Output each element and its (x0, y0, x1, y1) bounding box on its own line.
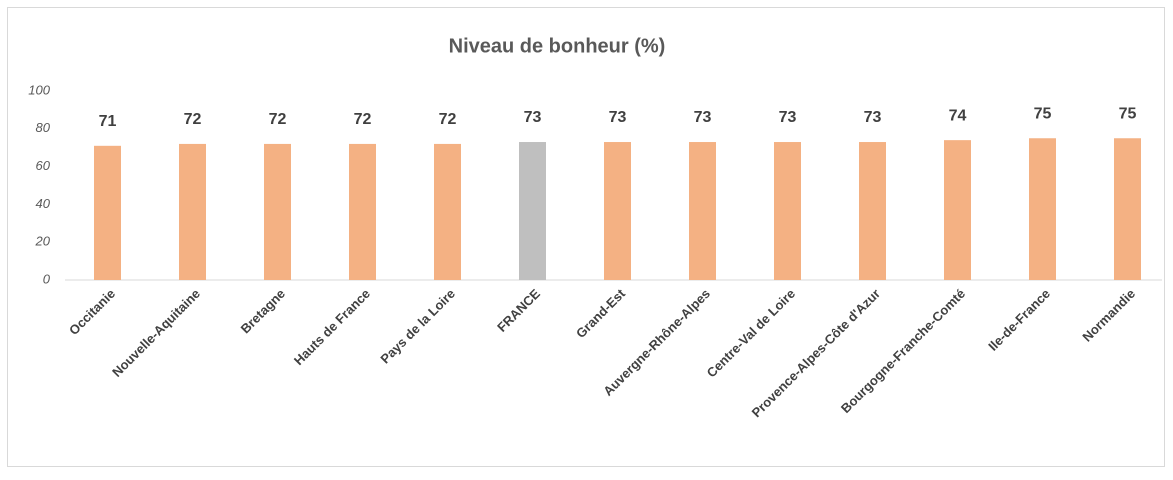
value-label: 73 (694, 109, 712, 126)
value-label: 73 (524, 109, 542, 126)
chart-title: Niveau de bonheur (%) (449, 35, 666, 57)
bar (689, 142, 716, 280)
value-label: 72 (269, 111, 287, 128)
value-label: 75 (1119, 105, 1137, 122)
bar (349, 143, 376, 280)
value-label: 73 (609, 109, 627, 126)
value-label: 73 (779, 109, 797, 126)
value-label: 72 (184, 111, 202, 128)
value-label: 74 (949, 107, 967, 124)
value-label: 72 (354, 111, 372, 128)
y-tick-label: 0 (43, 271, 51, 286)
bar (519, 142, 546, 280)
y-tick-label: 40 (36, 196, 51, 211)
value-label: 73 (864, 109, 882, 126)
y-tick-label: 20 (35, 234, 51, 249)
bar (859, 142, 886, 280)
bar (1114, 138, 1141, 280)
value-label: 71 (99, 113, 117, 130)
bar (264, 143, 291, 280)
bar (179, 143, 206, 280)
value-label: 75 (1034, 105, 1052, 122)
y-tick-label: 60 (36, 158, 51, 173)
bar (604, 142, 631, 280)
bar (1029, 138, 1056, 280)
bar (94, 145, 121, 280)
bar (434, 143, 461, 280)
value-label: 72 (439, 111, 457, 128)
y-tick-label: 100 (28, 82, 50, 97)
y-tick-label: 80 (36, 120, 51, 135)
bar (774, 142, 801, 280)
bar (944, 140, 971, 280)
